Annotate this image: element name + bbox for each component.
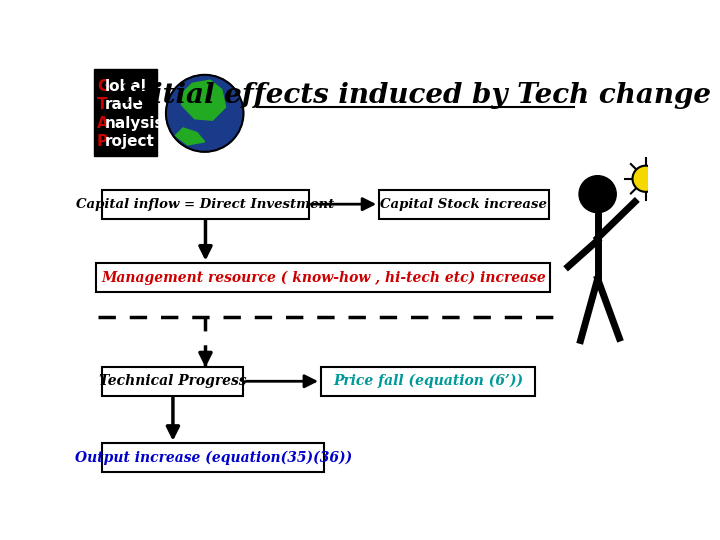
FancyBboxPatch shape — [321, 367, 535, 396]
Text: Initial effects induced by Tech change: Initial effects induced by Tech change — [120, 82, 711, 109]
Text: Capital Stock increase: Capital Stock increase — [380, 198, 547, 211]
FancyBboxPatch shape — [94, 69, 158, 156]
Text: nalysis: nalysis — [104, 116, 164, 131]
FancyBboxPatch shape — [102, 367, 243, 396]
Text: G: G — [97, 79, 109, 94]
FancyBboxPatch shape — [102, 443, 324, 472]
FancyBboxPatch shape — [96, 262, 550, 292]
Text: Management resource ( know-how , hi-tech etc) increase: Management resource ( know-how , hi-tech… — [101, 270, 546, 285]
FancyBboxPatch shape — [102, 190, 309, 219]
Polygon shape — [181, 80, 225, 120]
Text: A: A — [97, 116, 109, 131]
Text: roject: roject — [104, 134, 155, 149]
Circle shape — [632, 166, 659, 192]
Text: Technical Progress: Technical Progress — [99, 374, 247, 388]
Circle shape — [579, 176, 616, 213]
Text: T: T — [97, 97, 107, 112]
Text: P: P — [97, 134, 108, 149]
Text: Output increase (equation(35)(36)): Output increase (equation(35)(36)) — [75, 450, 352, 465]
Circle shape — [166, 75, 243, 152]
Text: rade: rade — [104, 97, 144, 112]
FancyBboxPatch shape — [379, 190, 549, 219]
Text: lobal: lobal — [104, 79, 147, 94]
Text: Price fall (equation (6’)): Price fall (equation (6’)) — [333, 374, 523, 388]
Text: Capital inflow = Direct Investment: Capital inflow = Direct Investment — [76, 198, 335, 211]
Polygon shape — [175, 128, 204, 145]
